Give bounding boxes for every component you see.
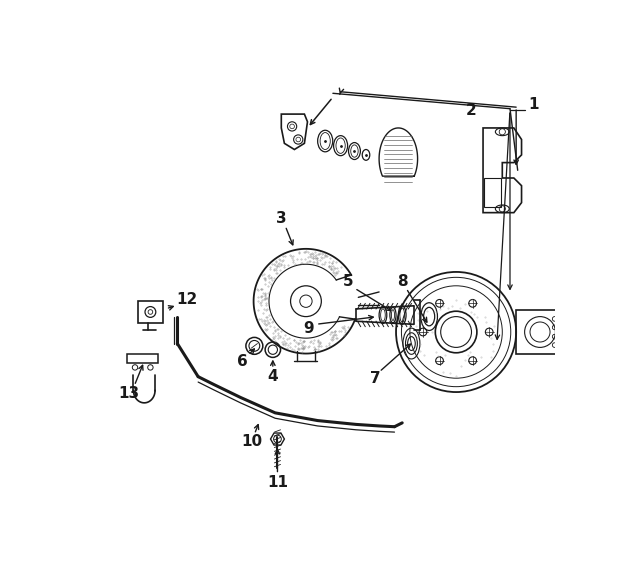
Text: 2: 2 (466, 103, 477, 118)
Text: 7: 7 (370, 371, 381, 386)
Bar (516, 311, 564, 353)
Text: 12: 12 (176, 292, 197, 307)
Text: 8: 8 (397, 274, 407, 290)
Text: 5: 5 (343, 274, 353, 290)
Text: 11: 11 (267, 474, 288, 490)
Text: 10: 10 (242, 434, 263, 449)
Text: 4: 4 (268, 369, 278, 384)
Text: 3: 3 (276, 211, 287, 226)
Bar (484, 178, 501, 207)
Text: 1: 1 (528, 97, 538, 112)
Bar (138, 301, 163, 323)
Text: 9: 9 (303, 321, 313, 336)
Bar (127, 353, 158, 363)
Text: 6: 6 (237, 354, 248, 369)
Text: 13: 13 (118, 386, 140, 401)
